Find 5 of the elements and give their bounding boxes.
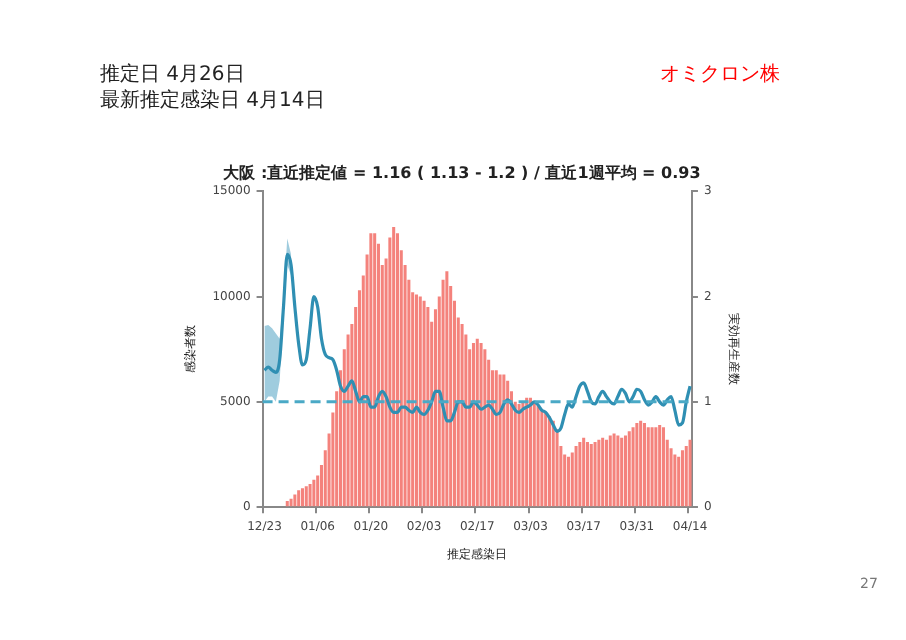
- text: 推定日 4月26日: [100, 61, 245, 88]
- text: オミクロン株: [660, 61, 780, 88]
- line-series: [262, 252, 692, 433]
- chart-title: 大阪 :直近推定値 = 1.16 ( 1.13 - 1.2 ) / 直近1週平均 = 0.93: [223, 161, 701, 182]
- text: 最新推定感染日 4月14日: [100, 87, 325, 114]
